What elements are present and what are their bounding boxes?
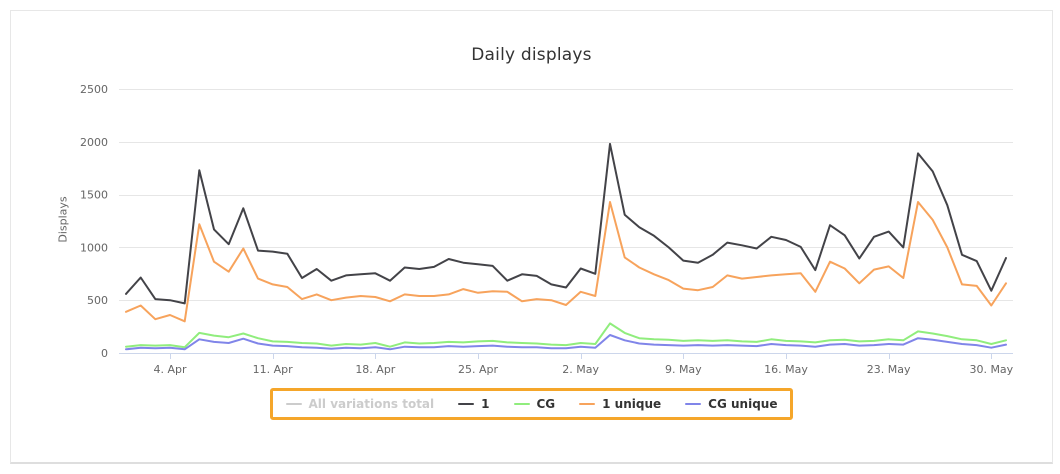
x-tick-label: 30. May bbox=[969, 363, 1013, 376]
x-tick-label: 25. Apr bbox=[458, 363, 498, 376]
y-tick-label: 2000 bbox=[80, 136, 108, 149]
legend-label-cg: CG bbox=[536, 397, 556, 411]
legend-marker-1 bbox=[458, 403, 475, 405]
chart-plot: 0 500 1000 1500 2000 2500 4. Apr 11. Apr 18. Apr… bbox=[80, 83, 1014, 376]
x-tick-label: 16. May bbox=[764, 363, 808, 376]
legend-marker-cg-unique bbox=[685, 403, 702, 405]
legend-highlight-box: All variations total 1 CG 1 unique CG un… bbox=[269, 388, 794, 420]
x-tick-label: 11. Apr bbox=[253, 363, 293, 376]
chart-card: Daily displays Displays 0 500 1000 1500 2000… bbox=[10, 10, 1053, 464]
x-tick-label: 18. Apr bbox=[355, 363, 395, 376]
y-tick-label: 0 bbox=[101, 347, 108, 360]
y-tick-label: 1500 bbox=[80, 189, 108, 202]
chart-title: Daily displays bbox=[471, 45, 592, 65]
series-line-1[interactable] bbox=[125, 142, 1007, 305]
y-tick-label: 500 bbox=[87, 294, 108, 307]
x-tick-label: 2. May bbox=[562, 363, 599, 376]
legend-label-all-variations-total: All variations total bbox=[308, 397, 435, 411]
legend-marker-1-unique bbox=[579, 403, 596, 405]
legend-label-1-unique: 1 unique bbox=[602, 397, 662, 411]
x-tick-label: 4. Apr bbox=[153, 363, 186, 376]
legend-item-1-unique[interactable]: 1 unique bbox=[579, 398, 661, 410]
legend-label-cg-unique: CG unique bbox=[708, 397, 778, 411]
legend-item-cg-unique[interactable]: CG unique bbox=[685, 398, 777, 410]
legend-marker-cg bbox=[513, 403, 530, 405]
x-tick-label: 9. May bbox=[665, 363, 702, 376]
series-line-1-unique[interactable] bbox=[125, 201, 1007, 323]
y-tick-label: 1000 bbox=[80, 241, 108, 254]
legend-marker-all-variations-total bbox=[285, 403, 302, 405]
y-tick-label: 2500 bbox=[80, 83, 108, 96]
series-line-cg[interactable] bbox=[125, 322, 1007, 349]
legend-label-1: 1 bbox=[481, 397, 490, 411]
legend-item-1[interactable]: 1 bbox=[458, 397, 490, 411]
legend-item-all-variations-total[interactable]: All variations total bbox=[285, 397, 435, 411]
x-tick-label: 23. May bbox=[867, 363, 911, 376]
series-line-cg-unique[interactable] bbox=[125, 334, 1007, 351]
legend: All variations total 1 CG 1 unique CG un… bbox=[11, 388, 1052, 420]
legend-item-cg[interactable]: CG bbox=[513, 397, 556, 411]
